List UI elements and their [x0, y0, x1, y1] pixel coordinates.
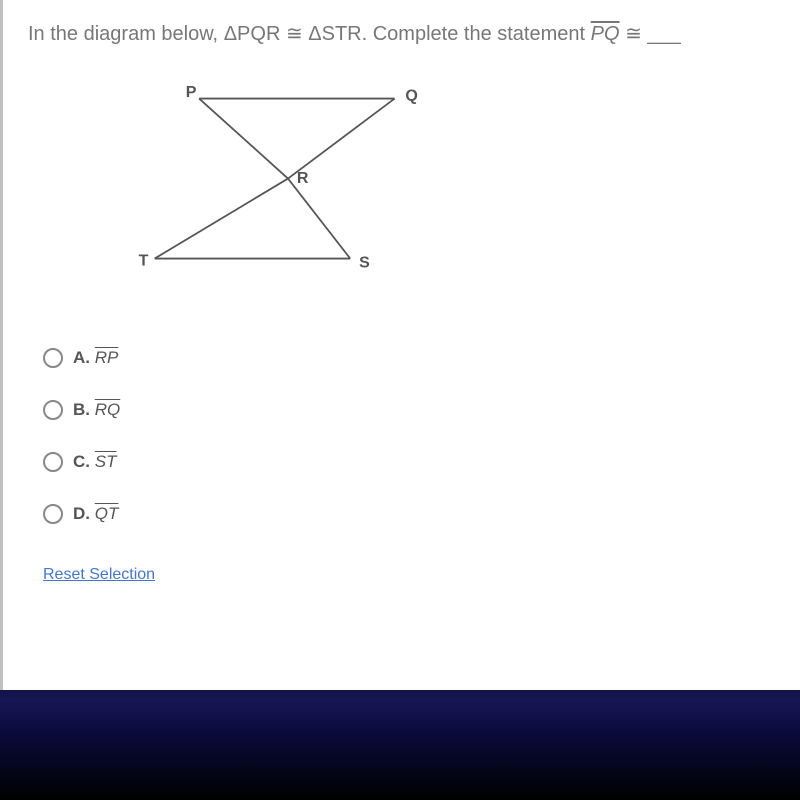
- triangle2: ΔSTR: [308, 23, 361, 45]
- reset-selection-link[interactable]: Reset Selection: [43, 566, 155, 584]
- svg-text:S: S: [359, 254, 370, 271]
- option-c[interactable]: C. ST: [43, 452, 775, 472]
- geometry-diagram: P Q R S T: [128, 58, 448, 308]
- triangle1: ΔPQR: [224, 23, 281, 45]
- option-d-segment: QT: [95, 504, 119, 523]
- option-b-label: B. RQ: [73, 400, 120, 420]
- option-a[interactable]: A. RP: [43, 348, 775, 368]
- svg-text:P: P: [186, 84, 197, 101]
- radio-b[interactable]: [43, 400, 63, 420]
- question-middle: . Complete the statement: [362, 23, 591, 45]
- option-a-label: A. RP: [73, 348, 118, 368]
- radio-d[interactable]: [43, 504, 63, 524]
- option-c-label: C. ST: [73, 452, 116, 472]
- svg-text:R: R: [297, 170, 309, 187]
- radio-c[interactable]: [43, 452, 63, 472]
- option-b-segment: RQ: [95, 400, 121, 419]
- bottom-bar-shadow: [0, 690, 800, 700]
- diagram-svg: P Q R S T: [128, 58, 448, 308]
- radio-a[interactable]: [43, 348, 63, 368]
- option-a-segment: RP: [95, 348, 119, 367]
- option-d-letter: D: [73, 504, 85, 523]
- option-d[interactable]: D. QT: [43, 504, 775, 524]
- options-container: A. RP B. RQ C. ST D. QT: [43, 348, 775, 524]
- option-b-letter: B: [73, 400, 85, 419]
- svg-text:Q: Q: [405, 87, 417, 104]
- option-c-letter: C: [73, 452, 85, 471]
- segment-pq: PQ: [591, 23, 620, 45]
- question-suffix: ≅ ___: [620, 23, 681, 45]
- svg-text:T: T: [139, 253, 149, 270]
- option-d-label: D. QT: [73, 504, 118, 524]
- option-c-segment: ST: [95, 452, 117, 471]
- question-text: In the diagram below, ΔPQR ≅ ΔSTR. Compl…: [28, 20, 775, 48]
- congruent-symbol: ≅: [280, 23, 308, 45]
- option-b[interactable]: B. RQ: [43, 400, 775, 420]
- question-prefix: In the diagram below,: [28, 23, 224, 45]
- option-a-letter: A: [73, 348, 85, 367]
- question-panel: In the diagram below, ΔPQR ≅ ΔSTR. Compl…: [0, 0, 800, 690]
- bottom-bar: [0, 690, 800, 800]
